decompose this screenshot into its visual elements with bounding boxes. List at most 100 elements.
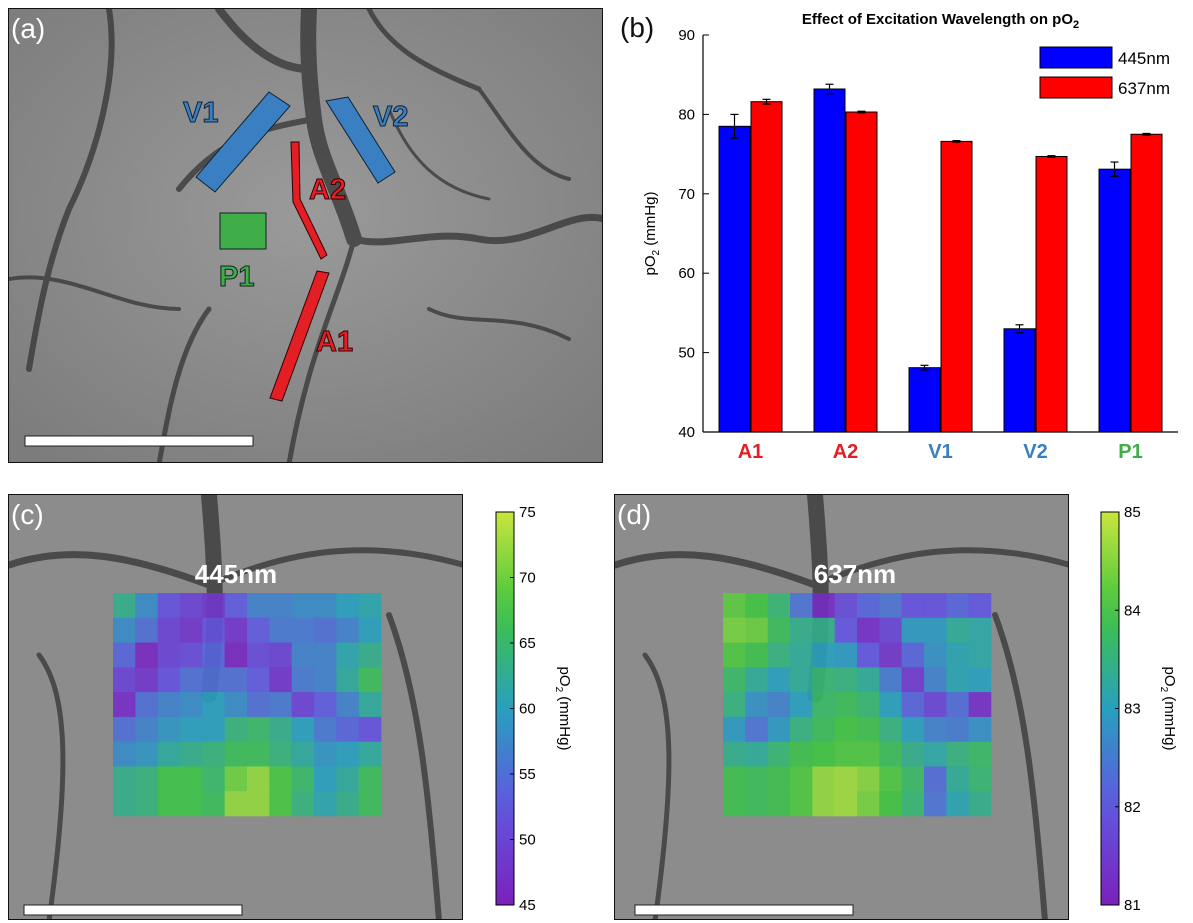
heatmap-cell: [224, 642, 248, 668]
panel-label-d: (d): [617, 499, 652, 530]
heatmap-cell: [834, 642, 858, 668]
heatmap-cell: [113, 741, 136, 767]
heatmap-cell: [946, 642, 969, 668]
heatmap-cell: [767, 766, 791, 792]
heatmap-cell: [358, 791, 382, 817]
bar-445nm-A2: [813, 88, 846, 433]
heatmap-cell: [723, 741, 746, 767]
heatmap-cell: [790, 692, 813, 718]
colorbar-tick-label: 60: [519, 701, 536, 718]
heatmap-cell: [968, 741, 992, 767]
heatmap-cell: [790, 741, 813, 767]
heatmap-cell: [790, 617, 813, 643]
heatmap-cell: [745, 617, 768, 643]
heatmap-cell: [723, 716, 746, 742]
heatmap-cell: [358, 593, 382, 619]
heatmap-445-grid: [113, 593, 382, 817]
heatmap-cell: [269, 617, 292, 643]
heatmap-cell: [180, 667, 203, 693]
heatmap-cell: [946, 593, 969, 619]
y-tick-label: 50: [678, 345, 695, 362]
heatmap-cell: [224, 791, 248, 817]
heatmap-cell: [336, 766, 359, 792]
heatmap-cell: [901, 716, 925, 742]
heatmap-cell: [358, 667, 382, 693]
heatmap-cell: [745, 766, 768, 792]
colorbar-tick-label: 75: [519, 504, 536, 521]
heatmap-cell: [790, 766, 813, 792]
heatmap-cell: [879, 741, 902, 767]
panel-a-svg: V1 V2 A2 P1 A1: [9, 9, 602, 462]
heatmap-cell: [113, 593, 136, 619]
heatmap-cell: [247, 642, 270, 668]
heatmap-cell: [135, 642, 158, 668]
heatmap-445: 445nm: [9, 495, 462, 919]
heatmap-cell: [879, 692, 902, 718]
y-tick-label: 70: [678, 186, 695, 203]
heatmap-cell: [291, 692, 315, 718]
heatmap-cell: [269, 692, 292, 718]
panel-d-image: 637nm (d): [614, 494, 1069, 920]
heatmap-cell: [946, 791, 969, 817]
heatmap-cell: [202, 692, 225, 718]
heatmap-cell: [135, 716, 158, 742]
heatmap-cell: [135, 791, 158, 817]
heatmap-cell: [180, 791, 203, 817]
heatmap-cell: [834, 716, 858, 742]
heatmap-cell: [857, 667, 880, 693]
heatmap-cell: [135, 766, 158, 792]
heatmap-cell: [924, 766, 947, 792]
panel-b: (b) Effect of Excitation Wavelength on p…: [610, 0, 1193, 470]
heatmap-cell: [946, 667, 969, 693]
heatmap-cell: [202, 593, 225, 619]
bar-637nm-V2: [1035, 155, 1068, 433]
bar-637nm-V1: [940, 140, 973, 433]
roi-label-p1: P1: [219, 261, 254, 293]
heatmap-cell: [857, 617, 880, 643]
heatmap-cell: [901, 791, 925, 817]
heatmap-cell: [790, 667, 813, 693]
heatmap-cell: [924, 667, 947, 693]
roi-v1: [195, 91, 291, 193]
heatmap-cell: [336, 791, 359, 817]
roi-label-a2: A2: [309, 174, 346, 206]
heatmap-cell: [135, 667, 158, 693]
heatmap-cell: [812, 642, 835, 668]
heatmap-cell: [790, 716, 813, 742]
heatmap-cell: [314, 667, 337, 693]
heatmap-cell: [767, 617, 791, 643]
heatmap-cell: [202, 667, 225, 693]
heatmap-cell: [247, 667, 270, 693]
heatmap-cell: [180, 766, 203, 792]
heatmap-cell: [767, 692, 791, 718]
heatmap-cell: [834, 593, 858, 619]
heatmap-cell: [767, 642, 791, 668]
heatmap-cell: [745, 692, 768, 718]
heatmap-cell: [924, 642, 947, 668]
heatmap-cell: [336, 642, 359, 668]
x-tick-label: A1: [738, 441, 764, 463]
heatmap-cell: [767, 791, 791, 817]
heatmap-cell: [269, 667, 292, 693]
heatmap-cell: [358, 642, 382, 668]
heatmap-cell: [291, 667, 315, 693]
heatmap-cell: [180, 741, 203, 767]
heatmap-cell: [314, 716, 337, 742]
heatmap-cell: [901, 692, 925, 718]
heatmap-cell: [336, 692, 359, 718]
heatmap-cell: [745, 791, 768, 817]
heatmap-cell: [247, 617, 270, 643]
heatmap-cell: [180, 593, 203, 619]
x-tick-label: A2: [833, 441, 859, 463]
heatmap-cell: [202, 642, 225, 668]
bar-637nm-P1: [1130, 133, 1163, 433]
bar-chart: Effect of Excitation Wavelength on pO2 40…: [642, 11, 1178, 463]
heatmap-cell: [135, 593, 158, 619]
heatmap-cell: [113, 617, 136, 643]
bar-445nm-V1: [908, 367, 941, 433]
colorbar-tick-label: 84: [1124, 602, 1141, 619]
heatmap-cell: [336, 667, 359, 693]
heatmap-cell: [857, 741, 880, 767]
heatmap-cell: [247, 692, 270, 718]
heatmap-cell: [135, 692, 158, 718]
